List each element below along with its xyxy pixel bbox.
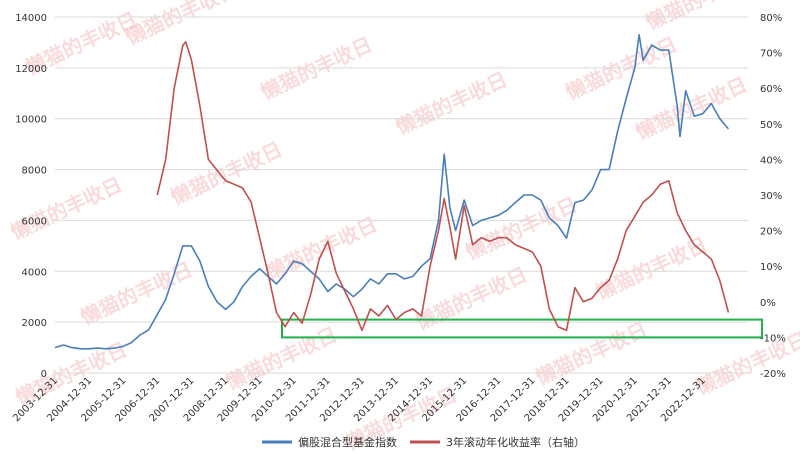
- legend: 偏股混合型基金指数 3年滚动年化收益率（右轴）: [262, 435, 585, 449]
- gridlines: [55, 16, 748, 374]
- y-left-tick-label: 4000: [22, 267, 47, 278]
- y-right-tick-label: -20%: [760, 369, 786, 380]
- watermark-text: 懒猫的丰收日: [122, 0, 241, 50]
- watermark-text: 懒猫的丰收日: [77, 257, 196, 329]
- y-left-tick-label: 6000: [22, 216, 47, 227]
- y-right-tick-label: 50%: [760, 120, 782, 131]
- y-left-tick-label: 2000: [22, 318, 47, 329]
- watermark-text: 懒猫的丰收日: [262, 212, 381, 284]
- y-right-tick-label: 80%: [760, 13, 782, 24]
- highlight-box: [281, 318, 763, 339]
- y-left-tick-label: 14000: [15, 13, 47, 24]
- watermark-text: 懒猫的丰收日: [392, 67, 511, 139]
- legend-label-rolling-return: 3年滚动年化收益率（右轴）: [446, 435, 585, 449]
- y-right-tick-label: 60%: [760, 84, 782, 95]
- watermark-text: 懒猫的丰收日: [167, 137, 286, 209]
- y-right-tick-label: 70%: [760, 49, 782, 60]
- series-line-fund-index: [54, 34, 730, 350]
- watermark-text: 懒猫的丰收日: [412, 262, 531, 334]
- y-right-tick-label: 20%: [760, 227, 782, 238]
- watermark-text: 懒猫的丰收日: [7, 172, 126, 244]
- y-left-tick-label: 8000: [22, 166, 47, 177]
- y-right-tick-label: 10%: [760, 262, 782, 273]
- watermark-text: 懒猫的丰收日: [462, 192, 581, 264]
- legend-label-fund-index: 偏股混合型基金指数: [298, 435, 397, 449]
- right-axis-ticks: -20% -10% 0% 10% 20% 30% 40% 50% 60% 70% 80%: [760, 13, 786, 380]
- x-axis-ticks: 2003-12-312004-12-312005-12-312006-12-31…: [11, 375, 708, 424]
- y-right-tick-label: 40%: [760, 155, 782, 166]
- y-right-tick-label: 0%: [760, 298, 776, 309]
- left-axis-ticks: 0 2000 4000 6000 8000 10000 12000 14000: [15, 13, 47, 380]
- series-line-rolling-return: [156, 41, 730, 332]
- y-right-tick-label: -10%: [760, 333, 786, 344]
- y-left-tick-label: 12000: [15, 64, 47, 75]
- y-left-tick-label: 0: [41, 369, 47, 380]
- y-right-tick-label: 30%: [760, 191, 782, 202]
- y-left-tick-label: 10000: [15, 115, 47, 126]
